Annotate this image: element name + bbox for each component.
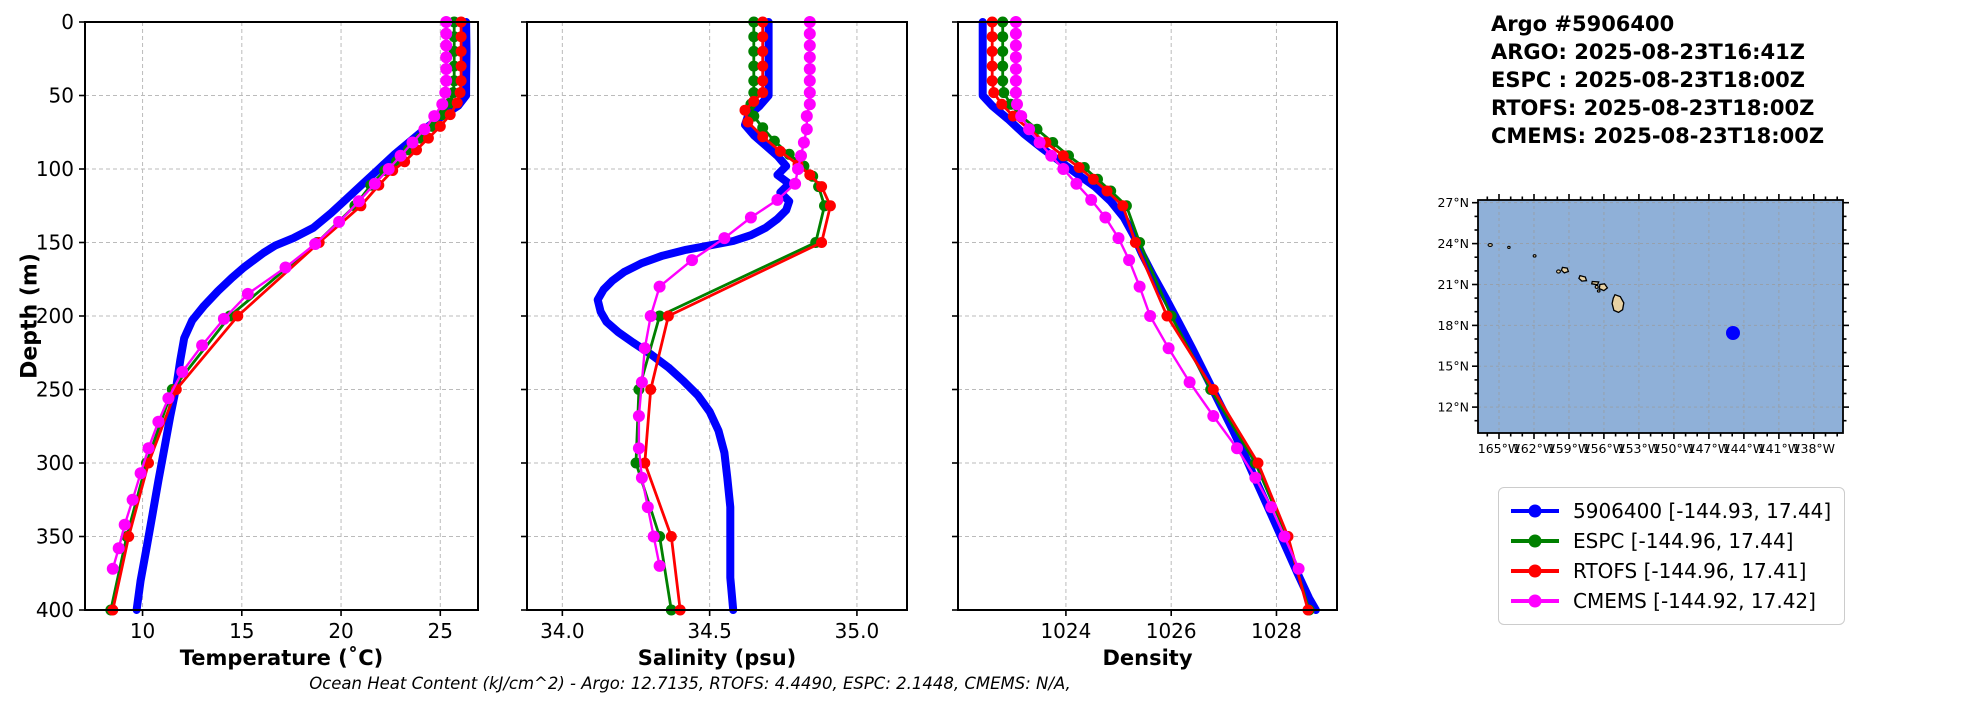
svg-text:144°W: 144°W — [1723, 441, 1765, 456]
svg-text:34.5: 34.5 — [687, 619, 732, 643]
svg-text:1024: 1024 — [1040, 619, 1091, 643]
argo-timestamp: ARGO: 2025-08-23T16:41Z — [1491, 40, 1805, 64]
legend-label: RTOFS [-144.96, 17.41] — [1573, 559, 1807, 583]
legend-line-swatch — [1511, 594, 1559, 608]
legend: 5906400 [-144.93, 17.44] ESPC [-144.96, 1… — [1498, 487, 1845, 625]
island — [1590, 280, 1600, 286]
svg-text:100: 100 — [36, 157, 74, 181]
svg-text:250: 250 — [36, 378, 74, 402]
islet — [1507, 245, 1511, 250]
ocean-area — [1478, 200, 1843, 433]
islet — [1532, 254, 1537, 258]
ocean-heat-content-text: Ocean Heat Content (kJ/cm^2) - Argo: 12.… — [309, 674, 1071, 693]
plot-density-svg: 1024 1026 1028 — [952, 16, 1338, 643]
svg-text:10: 10 — [130, 619, 155, 643]
island — [1598, 283, 1609, 292]
legend-label: CMEMS [-144.92, 17.42] — [1573, 589, 1816, 613]
svg-text:12°N: 12°N — [1437, 400, 1469, 415]
legend-label: 5906400 [-144.93, 17.44] — [1573, 499, 1832, 523]
cmems-curve — [111, 20, 448, 570]
island — [1611, 293, 1625, 314]
svg-text:156°W: 156°W — [1583, 441, 1625, 456]
temperature-profile-plot: 10 15 20 25 0 50 100 150 200 250 300 350 400 — [36, 10, 479, 643]
svg-text:20: 20 — [328, 619, 353, 643]
islet — [1556, 269, 1561, 274]
svg-text:50: 50 — [49, 84, 74, 108]
map-svg: 165°W162°W159°W156°W153°W150°W147°W144°W… — [1437, 194, 1849, 456]
legend-line-swatch — [1511, 534, 1559, 548]
temperature-axis-label: Temperature (˚C) — [179, 646, 384, 670]
svg-text:24°N: 24°N — [1437, 236, 1469, 251]
5906400-curve — [593, 18, 794, 614]
density-axis-label: Density — [1102, 646, 1193, 670]
plot-salinity-svg: 34.0 34.5 35.0 — [521, 16, 908, 643]
legend-line-swatch — [1511, 564, 1559, 578]
svg-text:25: 25 — [428, 619, 453, 643]
svg-text:15: 15 — [229, 619, 254, 643]
svg-text:350: 350 — [36, 525, 74, 549]
legend-marker-dot — [1528, 504, 1542, 518]
svg-text:1026: 1026 — [1146, 619, 1197, 643]
legend-item-rtofs: RTOFS [-144.96, 17.41] — [1511, 556, 1832, 586]
svg-text:150: 150 — [36, 231, 74, 255]
svg-text:138°W: 138°W — [1793, 441, 1835, 456]
legend-line-swatch — [1511, 504, 1559, 518]
legend-item-5906400: 5906400 [-144.93, 17.44] — [1511, 496, 1832, 526]
svg-text:153°W: 153°W — [1618, 441, 1660, 456]
legend-marker-dot — [1528, 534, 1542, 548]
legend-item-cmems: CMEMS [-144.92, 17.42] — [1511, 586, 1832, 616]
legend-item-espc: ESPC [-144.96, 17.44] — [1511, 526, 1832, 556]
svg-text:400: 400 — [36, 598, 74, 622]
salinity-axis-label: Salinity (psu) — [637, 646, 797, 670]
salinity-profile-plot: 34.0 34.5 35.0 — [521, 16, 908, 643]
title-block: Argo #5906400 ARGO: 2025-08-23T16:41Z ES… — [1491, 10, 1824, 150]
svg-text:200: 200 — [36, 304, 74, 328]
islet — [1487, 243, 1493, 247]
espc-timestamp: ESPC : 2025-08-23T18:00Z — [1491, 68, 1806, 92]
svg-text:21°N: 21°N — [1437, 277, 1469, 292]
svg-text:1028: 1028 — [1251, 619, 1302, 643]
svg-text:300: 300 — [36, 451, 74, 475]
svg-text:150°W: 150°W — [1653, 441, 1695, 456]
page-title: Argo #5906400 — [1491, 12, 1675, 36]
svg-text:35.0: 35.0 — [835, 619, 880, 643]
svg-text:15°N: 15°N — [1437, 359, 1469, 374]
island — [1560, 266, 1570, 274]
location-map: 165°W 162°W 159°W 156°W 153°W 150°W 147°W 144°W… — [1437, 194, 1849, 456]
svg-text:147°W: 147°W — [1688, 441, 1730, 456]
svg-text:0: 0 — [61, 10, 74, 34]
legend-marker-dot — [1528, 594, 1542, 608]
density-profile-plot: 1024 1026 1028 — [952, 16, 1338, 643]
svg-text:165°W: 165°W — [1478, 441, 1520, 456]
svg-text:141°W: 141°W — [1758, 441, 1800, 456]
svg-text:34.0: 34.0 — [540, 619, 585, 643]
svg-text:162°W: 162°W — [1513, 441, 1555, 456]
islet — [1594, 284, 1599, 289]
legend-marker-dot — [1528, 564, 1542, 578]
svg-text:27°N: 27°N — [1437, 195, 1469, 210]
islet — [1596, 289, 1601, 293]
legend-label: ESPC [-144.96, 17.44] — [1573, 529, 1794, 553]
svg-text:159°W: 159°W — [1548, 441, 1590, 456]
svg-text:18°N: 18°N — [1437, 318, 1469, 333]
float-position-marker — [1726, 326, 1740, 340]
rtofs-timestamp: RTOFS: 2025-08-23T18:00Z — [1491, 96, 1815, 120]
island — [1578, 274, 1588, 282]
cmems-timestamp: CMEMS: 2025-08-23T18:00Z — [1491, 124, 1825, 148]
